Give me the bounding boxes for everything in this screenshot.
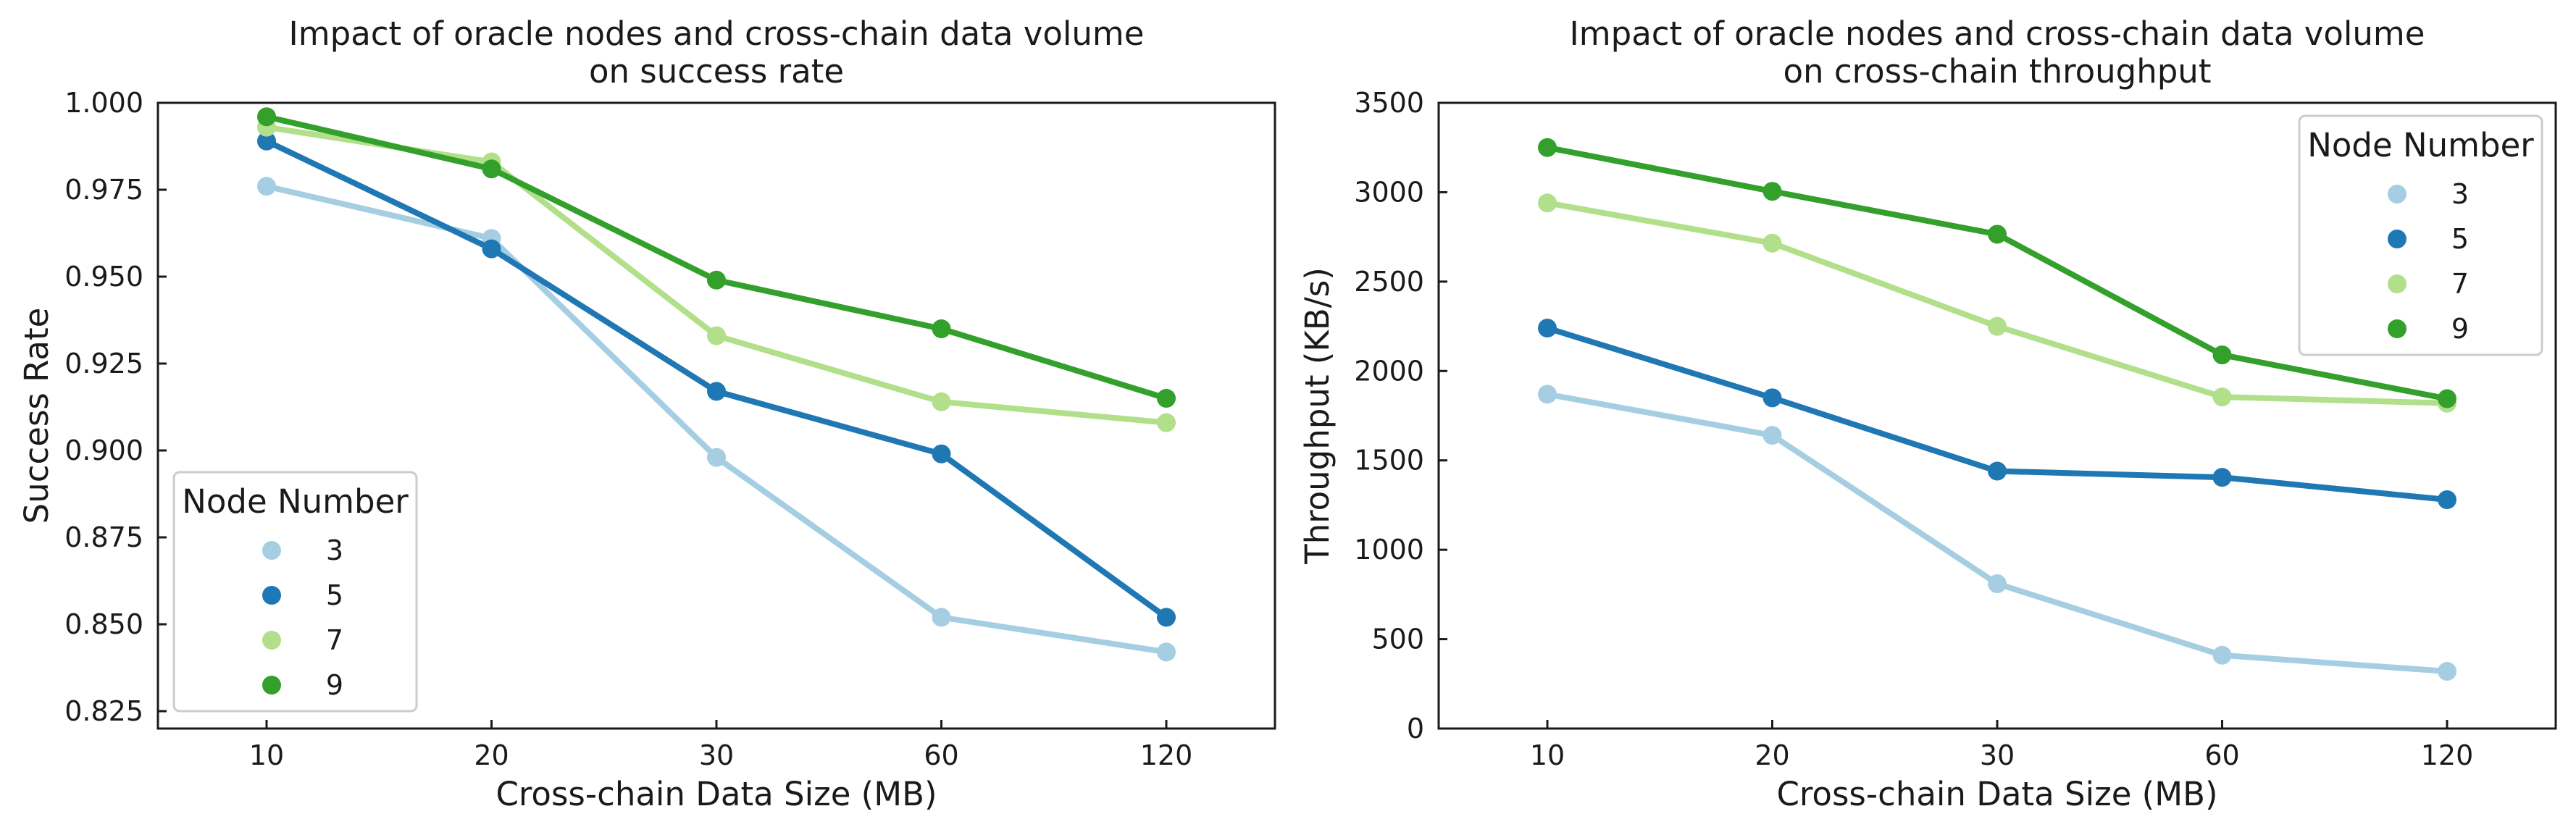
y-tick-label: 3000 — [1354, 176, 1424, 208]
data-point-3 — [2212, 645, 2232, 665]
y-tick-label: 0.875 — [64, 521, 143, 553]
legend-marker-7 — [2388, 274, 2406, 293]
chart-title-line-1: Impact of oracle nodes and cross-chain d… — [289, 14, 1145, 53]
data-point-3 — [257, 177, 276, 196]
data-point-7 — [1988, 316, 2007, 336]
data-point-9 — [257, 107, 276, 127]
data-point-9 — [1538, 138, 1557, 157]
x-tick-label: 10 — [1530, 739, 1565, 771]
x-tick-label: 30 — [699, 739, 734, 771]
x-tick-label: 120 — [1140, 739, 1193, 771]
x-tick-label: 20 — [474, 739, 509, 771]
legend-label-9: 9 — [326, 669, 343, 701]
y-tick-label: 0.950 — [64, 261, 143, 293]
data-point-5 — [2438, 490, 2456, 510]
y-tick-label: 1.000 — [64, 87, 143, 119]
data-point-7 — [1538, 193, 1557, 213]
x-tick-label: 10 — [249, 739, 284, 771]
legend-title: Node Number — [2307, 126, 2534, 164]
data-point-9 — [1762, 182, 1782, 201]
data-point-7 — [1762, 233, 1782, 253]
x-tick-label: 120 — [2421, 739, 2474, 771]
legend-marker-5 — [2388, 230, 2406, 248]
y-tick-label: 0.825 — [64, 695, 143, 727]
series-line-9 — [264, 114, 1169, 401]
legend-title: Node Number — [182, 482, 409, 521]
legend-marker-3 — [262, 541, 281, 560]
data-point-5 — [2212, 468, 2232, 487]
legend-label-5: 5 — [2451, 223, 2469, 255]
legend-label-7: 7 — [2451, 268, 2469, 300]
data-point-3 — [2438, 662, 2456, 681]
data-point-5 — [707, 382, 726, 401]
legend-label-9: 9 — [2451, 313, 2469, 345]
data-point-3 — [1762, 426, 1782, 445]
y-tick-label: 0.850 — [64, 608, 143, 640]
data-point-5 — [257, 131, 276, 151]
y-axis-label: Success Rate — [17, 308, 56, 524]
y-tick-label: 0.975 — [64, 174, 143, 206]
data-point-3 — [932, 608, 951, 627]
legend-label-3: 3 — [326, 534, 343, 566]
x-tick-label: 20 — [1755, 739, 1789, 771]
data-point-7 — [932, 392, 951, 411]
data-point-9 — [1157, 389, 1176, 408]
x-tick-label: 60 — [924, 739, 958, 771]
data-point-7 — [2212, 387, 2232, 407]
data-point-3 — [1157, 642, 1176, 662]
legend-label-3: 3 — [2451, 178, 2469, 210]
data-point-3 — [1538, 385, 1557, 404]
y-tick-label: 1500 — [1354, 445, 1424, 477]
legend-marker-3 — [2388, 185, 2406, 203]
y-tick-label: 500 — [1371, 624, 1424, 655]
y-tick-label: 0 — [1407, 713, 1424, 744]
data-point-9 — [482, 159, 501, 179]
y-tick-label: 2000 — [1354, 355, 1424, 387]
y-tick-label: 3500 — [1354, 87, 1424, 119]
legend-label-7: 7 — [326, 624, 343, 656]
data-point-9 — [932, 319, 951, 338]
x-axis-label: Cross-chain Data Size (MB) — [496, 775, 937, 813]
data-point-9 — [2212, 345, 2232, 365]
chart-panel-2: Impact of oracle nodes and cross-chain d… — [1298, 14, 2557, 813]
y-tick-label: 0.900 — [64, 435, 143, 466]
data-point-9 — [707, 270, 726, 290]
data-point-5 — [1157, 608, 1176, 627]
x-tick-label: 30 — [1980, 739, 2015, 771]
chart-title-line-1: Impact of oracle nodes and cross-chain d… — [1570, 14, 2425, 53]
legend-box — [2298, 114, 2543, 356]
data-point-3 — [1988, 574, 2007, 594]
chart-title-line-2: on cross-chain throughput — [1783, 52, 2212, 91]
legend-marker-9 — [262, 676, 281, 695]
chart-title-line-2: on success rate — [589, 52, 844, 91]
legend-marker-5 — [262, 586, 281, 605]
legend-marker-7 — [262, 631, 281, 650]
series-line-3 — [1544, 391, 2450, 675]
data-point-7 — [1157, 413, 1176, 432]
legend-box — [172, 471, 418, 713]
chart-panel-1: Impact of oracle nodes and cross-chain d… — [17, 14, 1276, 813]
y-tick-label: 2500 — [1354, 266, 1424, 298]
data-point-5 — [1538, 319, 1557, 338]
data-point-5 — [932, 444, 951, 463]
data-point-9 — [1988, 225, 2007, 244]
data-point-5 — [1988, 461, 2007, 481]
legend-label-5: 5 — [326, 579, 343, 611]
y-axis-label: Throughput (KB/s) — [1298, 267, 1337, 565]
legend-marker-9 — [2388, 319, 2406, 338]
data-point-5 — [1762, 388, 1782, 408]
x-axis-label: Cross-chain Data Size (MB) — [1777, 775, 2218, 813]
y-tick-label: 0.925 — [64, 348, 143, 379]
data-point-7 — [707, 326, 726, 345]
y-tick-label: 1000 — [1354, 534, 1424, 566]
data-point-9 — [2438, 389, 2456, 408]
data-point-5 — [482, 239, 501, 259]
x-tick-label: 60 — [2204, 739, 2239, 771]
data-point-3 — [707, 448, 726, 467]
